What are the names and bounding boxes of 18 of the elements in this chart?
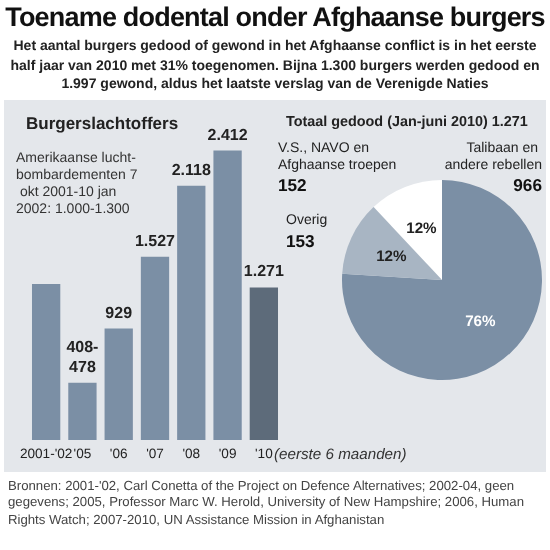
text: 966 xyxy=(513,175,543,195)
text: Toename dodental onder Afghaanse burgers xyxy=(3,2,547,32)
chart-title: Burgerslachtoffers xyxy=(26,113,179,133)
data-label: 2.118 xyxy=(171,160,212,179)
annotation: 152 xyxy=(278,175,308,195)
bar xyxy=(68,382,97,440)
text: 153 xyxy=(286,231,316,251)
data-label: 1.527 xyxy=(134,231,177,250)
bar xyxy=(249,287,279,440)
bar xyxy=(177,185,206,440)
data-label: 929 xyxy=(105,303,134,322)
bar xyxy=(104,328,133,440)
bar xyxy=(31,284,61,440)
data-label: 1.271 xyxy=(243,262,285,281)
bar xyxy=(140,256,170,440)
data-label: 408- 478 xyxy=(66,337,100,376)
bar xyxy=(213,150,242,440)
data-label: 2.412 xyxy=(207,125,249,144)
